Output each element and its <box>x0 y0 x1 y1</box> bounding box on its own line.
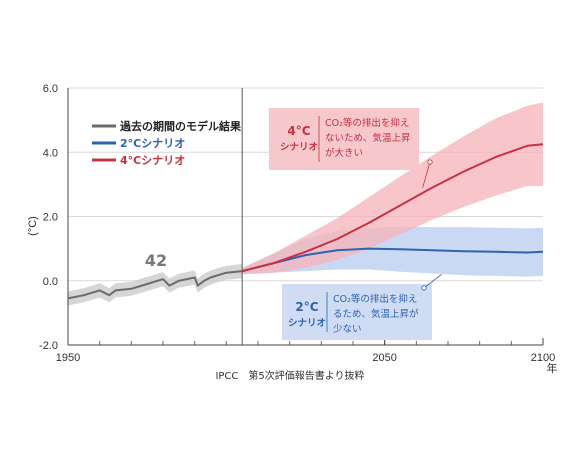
series-lines <box>67 143 544 300</box>
x-tick-label: 1950 <box>56 352 80 364</box>
callouts: 4°CシナリオCO₂等の排出を抑えないため、気温上昇が大きい2°CシナリオCO₂… <box>269 108 442 340</box>
series-line-2 <box>241 143 544 273</box>
legend: 過去の期間のモデル結果 2°Cシナリオ 4°Cシナリオ <box>92 119 241 167</box>
annotation-number: 42 <box>145 251 167 270</box>
series-band-2 <box>242 102 543 275</box>
callout-head-4c: 4°C <box>287 124 310 138</box>
y-tick-label: 6.0 <box>43 83 58 95</box>
callout-box-4c <box>269 108 419 170</box>
callout-text-4c: が大きい <box>325 147 363 159</box>
callout-box-2c <box>282 284 432 340</box>
callout-leader-4c <box>422 161 431 188</box>
callout-dot-4c <box>427 159 433 165</box>
callout-head-sub-4c: シナリオ <box>280 142 318 153</box>
callout-text-4c: CO₂等の排出を抑え <box>325 117 409 129</box>
uncertainty-bands <box>68 102 543 306</box>
callout-dot-2c <box>421 285 427 291</box>
callout-text-2c: CO₂等の排出を抑え <box>333 293 417 305</box>
x-tick-label: 2100 <box>531 352 555 364</box>
x-unit-label: 年 <box>547 361 558 375</box>
y-tick-label: 2.0 <box>43 212 58 224</box>
callout-text-2c: 少ない <box>333 324 362 335</box>
callout-head-2c: 2°C <box>295 300 318 314</box>
axes <box>67 88 544 346</box>
y-axis-label: (°C) <box>27 216 39 236</box>
callout-text-4c: ないため、気温上昇 <box>325 132 411 144</box>
callout-text-2c: るため、気温上昇が <box>333 308 419 320</box>
y-tick-label: -2.0 <box>39 340 58 352</box>
series-line-1 <box>241 247 544 273</box>
callout-head-sub-2c: シナリオ <box>288 318 326 329</box>
y-tick-label: 4.0 <box>43 147 58 159</box>
legend-label-0: 過去の期間のモデル結果 <box>119 119 241 133</box>
legend-label-2: 4°Cシナリオ <box>120 154 185 167</box>
source-caption: IPCC 第5次評価報告書より抜粋 <box>215 369 364 382</box>
legend-label-1: 2°Cシナリオ <box>120 137 185 150</box>
series-line-0 <box>67 270 243 300</box>
x-tick-label: 2050 <box>372 352 396 364</box>
series-band-0 <box>68 264 243 306</box>
y-tick-label: 0.0 <box>43 276 58 288</box>
callout-leader-2c <box>423 274 442 289</box>
